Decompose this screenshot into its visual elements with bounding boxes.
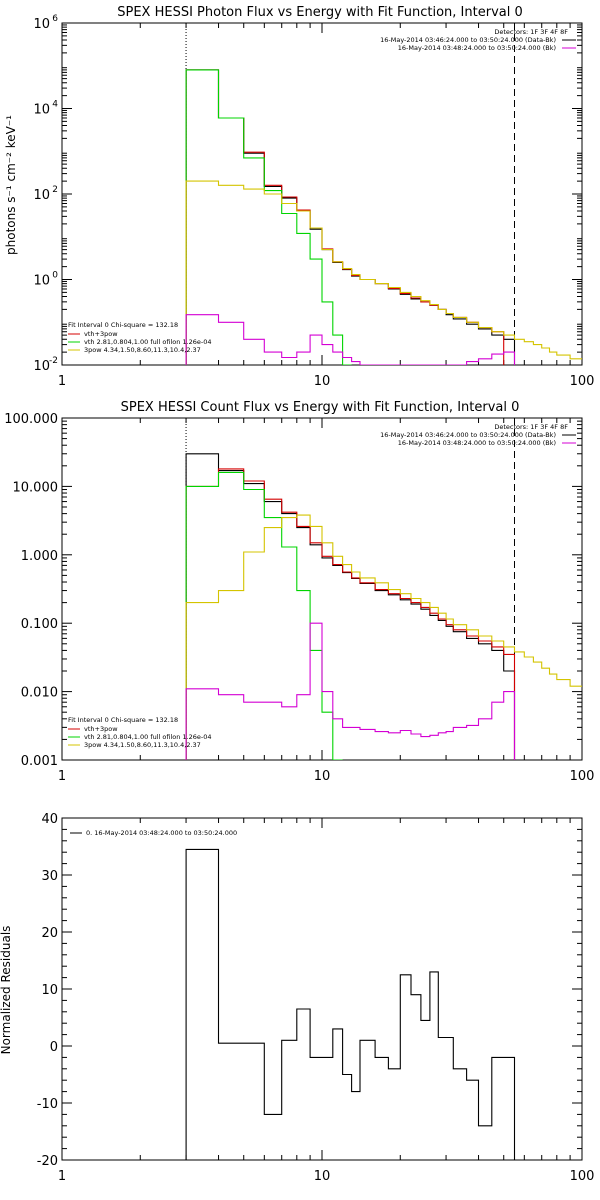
legend-bottom-title: Fit Interval 0 Chi-square = 132.18: [68, 716, 178, 724]
chart-title: SPEX HESSI Photon Flux vs Energy with Fi…: [117, 5, 523, 20]
x-tick-label: 100: [570, 374, 595, 389]
y-tick-exponent: 0: [52, 271, 58, 281]
y-axis-label: Normalized Residuals: [0, 926, 13, 1055]
residuals-chart: Normalized Residuals 1 10 100 -20 -10 0 10 20 30…: [0, 812, 594, 1184]
x-tick-label: 10: [314, 769, 331, 784]
y-tick-label: 0.100: [21, 617, 58, 632]
y-tick-label: 1.000: [21, 549, 58, 564]
y-tick-label: 10.000: [13, 480, 59, 495]
y-tick-label: 30: [41, 869, 58, 884]
y-tick-label: 0: [50, 1040, 58, 1055]
y-tick-exponent: 2: [52, 185, 58, 195]
series-vth: [185, 471, 343, 760]
count-flux-chart: SPEX HESSI Count Flux vs Energy with Fit…: [4, 400, 594, 784]
y-tick-label: 20: [41, 926, 58, 941]
y-tick-label: 10: [33, 17, 50, 32]
photon-flux-chart: SPEX HESSI Photon Flux vs Energy with Fi…: [4, 5, 594, 389]
y-tick-label: 10: [41, 983, 58, 998]
legend-bottom-entry: vth+3pow: [84, 330, 118, 338]
legend-bottom-entry: vth+3pow: [84, 725, 118, 733]
series-3pow: [185, 514, 582, 760]
x-tick-label: 1: [58, 1169, 66, 1184]
y-tick-label: 100.000: [4, 412, 58, 427]
y-tick-label: -20: [37, 1154, 58, 1169]
series-vth: [185, 69, 352, 365]
legend-bottom-entry: 3pow 4.34,1.50,8.60,11.3,10.4,2.37: [84, 741, 201, 749]
legend-entry: 0. 16-May-2014 03:48:24.000 to 03:50:24.…: [86, 829, 237, 837]
y-tick-exponent: -2: [49, 356, 58, 366]
y-tick-label: 10: [33, 188, 50, 203]
y-tick-label: 10: [33, 103, 50, 118]
legend-top-entry: Detectors: 1F 3F 4F 8F: [494, 28, 568, 36]
x-tick-label: 10: [314, 374, 331, 389]
y-tick-label: 40: [41, 812, 58, 827]
legend-top-entry: Detectors: 1F 3F 4F 8F: [494, 423, 568, 431]
legend-bottom-entry: vth 2.81,0.804,1.00 full ofilon 1.26e-04: [84, 338, 212, 346]
y-tick-label: 0.001: [21, 754, 58, 769]
x-tick-label: 1: [58, 769, 66, 784]
y-tick-label: 10: [33, 359, 50, 374]
series-bk: [185, 622, 516, 760]
x-tick-label: 100: [570, 1169, 595, 1184]
legend-bottom-entry: vth 2.81,0.804,1.00 full ofilon 1.26e-04: [84, 733, 212, 741]
legend-top-entry: 16-May-2014 03:46:24.000 to 03:50:24.000…: [380, 36, 556, 44]
y-tick-label: 10: [33, 274, 50, 289]
y-tick-exponent: 6: [52, 14, 58, 24]
legend-bottom-title: Fit Interval 0 Chi-square = 132.18: [68, 321, 178, 329]
legend-top-entry: 16-May-2014 03:46:24.000 to 03:50:24.000…: [380, 431, 556, 439]
legend-bottom-entry: 3pow 4.34,1.50,8.60,11.3,10.4,2.37: [84, 346, 201, 354]
series-3pow: [185, 180, 582, 365]
x-tick-label: 100: [570, 769, 595, 784]
series-residuals: [185, 848, 516, 1160]
x-tick-label: 10: [314, 1169, 331, 1184]
y-axis-label: photons s⁻¹ cm⁻² keV⁻¹: [4, 115, 18, 255]
series-bk: [185, 314, 516, 365]
x-tick-label: 1: [58, 374, 66, 389]
legend-top-entry: 16-May-2014 03:48:24.000 to 03:50:24.000…: [398, 44, 556, 52]
y-tick-exponent: 4: [52, 100, 58, 110]
chart-title: SPEX HESSI Count Flux vs Energy with Fit…: [121, 400, 520, 415]
legend-top-entry: 16-May-2014 03:48:24.000 to 03:50:24.000…: [398, 439, 556, 447]
series-vth-3pow: [185, 468, 516, 760]
y-tick-label: 0.010: [21, 686, 58, 701]
y-tick-label: -10: [37, 1097, 58, 1112]
